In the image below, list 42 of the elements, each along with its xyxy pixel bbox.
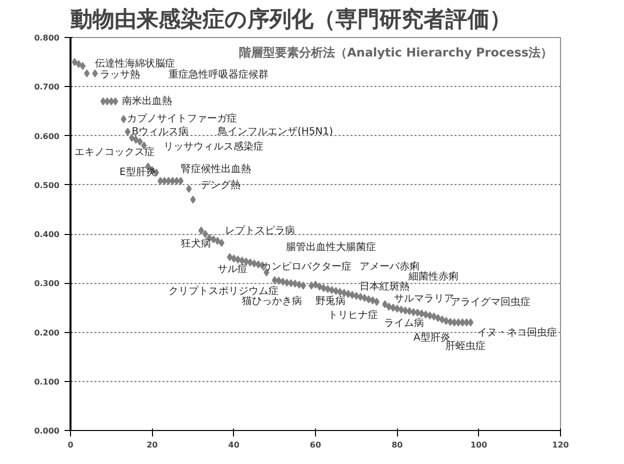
annotation: リッサウィルス感染症 — [164, 140, 264, 152]
x-tick-label: 100 — [470, 440, 488, 450]
annotation: 腎症候性出血熱 — [180, 163, 251, 176]
y-tick-label: 0.700 — [34, 82, 60, 92]
annotation: アメーバ赤痢 — [360, 260, 420, 273]
annotation: エキノコックス症 — [74, 146, 154, 158]
y-tick-label: 0.300 — [34, 279, 60, 288]
y-tick-label: 0.100 — [34, 377, 60, 386]
annotation: トリヒナ症 — [328, 309, 378, 322]
annotation: Bウィルス病 — [132, 126, 189, 138]
y-tick-label: 0.600 — [34, 132, 60, 141]
annotation: 階層型要素分析法（Analytic Hierarchy Process法） — [239, 46, 553, 60]
annotation: イヌ・ネコ回虫症 — [477, 326, 558, 339]
y-tick-label: 0.200 — [34, 328, 60, 338]
x-tick-label: 120 — [552, 440, 570, 450]
x-tick-label: 40 — [228, 440, 240, 450]
annotation: 伝達性海綿状脳症 — [95, 57, 175, 70]
annotation: カプノサイトファーガ症 — [126, 112, 237, 125]
annotation: サル痘 — [218, 262, 248, 275]
annotation: 野兎病 — [316, 295, 346, 308]
annotation: 腸管出血性大腸菌症 — [286, 240, 376, 253]
annotation: 南米出血熱 — [122, 95, 172, 108]
x-tick-label: 60 — [310, 440, 322, 450]
y-tick-label: 0.500 — [34, 180, 60, 190]
y-tick-label: 0.800 — [34, 34, 60, 42]
annotation: ラッサ熱 — [100, 68, 140, 80]
annotation: 細菌性赤痢 — [408, 270, 459, 283]
annotation: クリプトスポリジウム症 — [168, 284, 278, 297]
x-tick-label: 0 — [68, 440, 74, 450]
x-tick-label: 20 — [146, 440, 158, 450]
annotation: ライム病 — [384, 317, 424, 330]
annotation: 重症急性呼吸器症候群 — [168, 68, 268, 80]
annotation: 日本紅斑熱 — [360, 280, 410, 293]
y-tick-label: 0.400 — [34, 230, 60, 239]
annotation: 猫ひっかき病 — [242, 295, 302, 308]
x-tick-label: 80 — [392, 440, 404, 450]
annotation: 鳥インフルエンザ(H5N1) — [216, 126, 334, 138]
y-tick-label: 0.000 — [34, 426, 60, 436]
annotation: デング熱 — [200, 178, 240, 191]
annotation: 狂犬病 — [180, 237, 211, 250]
chart-title: 動物由来感染症の序列化（専門研究者評価） — [70, 6, 512, 32]
annotation: レプトスピラ病 — [224, 224, 295, 236]
